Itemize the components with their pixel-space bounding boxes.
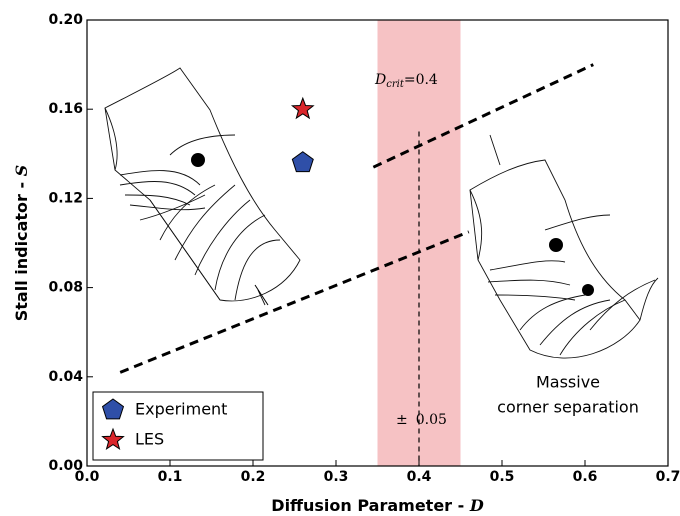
plot-frame — [86, 19, 669, 467]
background-layer — [377, 20, 461, 466]
blade-illustration-right — [469, 134, 659, 359]
y-tick-label: 0.00 — [48, 458, 83, 474]
critical-prefix: = — [404, 72, 416, 88]
x-tick-label: 0.2 — [241, 469, 266, 485]
y-axis-label-symbol: S — [12, 165, 31, 177]
y-tick-label: 0.20 — [48, 12, 83, 28]
y-tick-label: 0.04 — [48, 369, 83, 385]
legend-label: Experiment — [135, 400, 227, 419]
foreground-layer: 0.0 0.1 0.2 0.3 0.4 0.5 0.6 0.7 0.00 0.04 0.08 0.12… — [12, 12, 680, 515]
x-tick-label: 0.5 — [490, 469, 515, 485]
legend-marker — [101, 427, 125, 451]
leader-line — [254, 284, 269, 306]
annotation-text: Massive — [536, 373, 600, 392]
annotation-text: corner separation — [497, 398, 639, 417]
y-tick-label: 0.16 — [48, 101, 83, 117]
width-value: 0.05 — [416, 412, 447, 428]
y-axis-label-text: Stall indicator - — [12, 176, 31, 321]
critical-label: Dcrit=0.4 — [374, 72, 438, 90]
critical-subscript: crit — [386, 79, 405, 90]
legend-label: LES — [135, 430, 164, 449]
x-axis-label: Diffusion Parameter - D — [271, 496, 484, 515]
dashed-trend-line — [372, 63, 594, 169]
x-tick-label: 0.7 — [656, 469, 680, 485]
dashed-trend-line — [119, 230, 470, 374]
x-tick-label: 0.0 — [75, 469, 100, 485]
legend-marker — [101, 398, 125, 420]
y-tick-label: 0.08 — [48, 280, 83, 296]
data-point — [290, 96, 315, 120]
critical-value: 0.4 — [416, 72, 438, 88]
y-axis-label: Stall indicator - S — [12, 165, 31, 321]
x-axis-label-text: Diffusion Parameter - — [271, 496, 470, 515]
x-tick-label: 0.4 — [407, 469, 432, 485]
data-point — [291, 151, 314, 173]
x-tick-label: 0.1 — [158, 469, 183, 485]
band-width-label: ±0.05 — [396, 412, 447, 428]
blade-illustration-left — [104, 67, 301, 306]
legend-box — [92, 391, 264, 461]
y-tick-label: 0.12 — [48, 190, 83, 206]
x-axis-label-symbol: D — [469, 496, 484, 515]
x-tick-label: 0.3 — [324, 469, 349, 485]
width-prefix: ± — [396, 412, 408, 428]
x-tick-label: 0.6 — [573, 469, 598, 485]
critical-symbol: D — [374, 72, 386, 88]
